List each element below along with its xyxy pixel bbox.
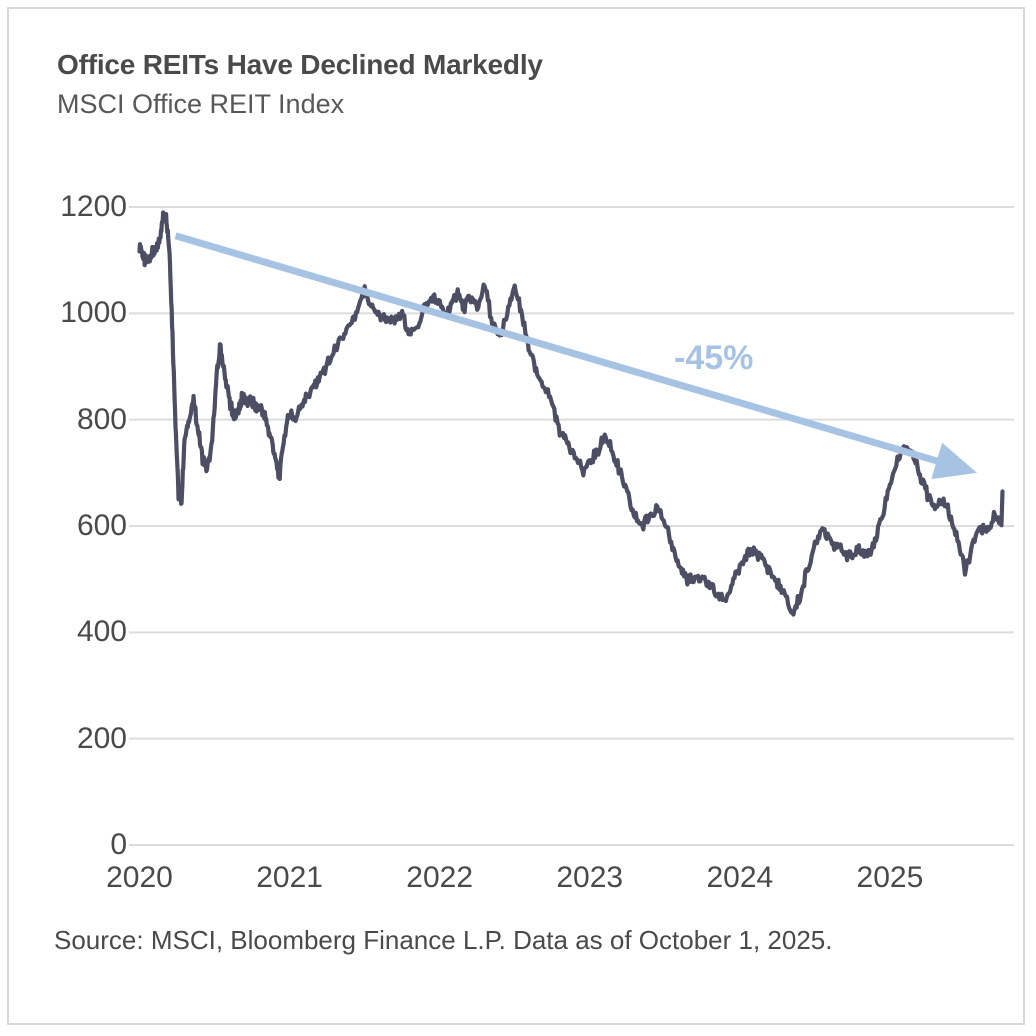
series-line-msci-office-reit-index	[137, 210, 1005, 617]
x-axis-tick-label: 2023	[556, 861, 624, 894]
x-axis-tick-label: 2022	[406, 861, 474, 894]
y-axis-tick-label: 1200	[60, 190, 127, 223]
y-axis-tick-label: 200	[76, 721, 127, 755]
series-line-group	[137, 210, 1005, 617]
trend-arrow	[174, 232, 977, 480]
gridlines	[129, 206, 1014, 846]
decline-annotation-label: -45%	[674, 339, 754, 377]
source-note: Source: MSCI, Bloomberg Finance L.P. Dat…	[54, 925, 833, 955]
x-axis-tick-label: 2024	[706, 861, 774, 894]
y-axis-tick-label: 600	[76, 509, 127, 542]
trend-arrow-head	[931, 442, 977, 480]
chart-card: Office REITs Have Declined Markedly MSCI…	[7, 7, 1025, 1025]
y-axis-tick-label: 400	[76, 615, 127, 649]
y-axis-tick-label: 800	[76, 402, 127, 436]
y-axis-tick-label: 0	[110, 828, 127, 861]
y-axis-labels: 1200 1000 800 600 400 200 0	[9, 9, 127, 1027]
trend-arrow-shaft	[174, 232, 946, 467]
chart-plot	[129, 206, 1014, 846]
y-axis-tick-label: 1000	[60, 296, 127, 330]
x-axis-tick-label: 2025	[856, 861, 924, 894]
x-axis-tick-label: 2021	[256, 861, 323, 894]
chart-inner: Office REITs Have Declined Markedly MSCI…	[9, 9, 1023, 1023]
chart-title: Office REITs Have Declined Markedly	[57, 49, 543, 80]
chart-subtitle: MSCI Office REIT Index	[57, 89, 345, 119]
x-axis-tick-label: 2020	[106, 861, 173, 894]
